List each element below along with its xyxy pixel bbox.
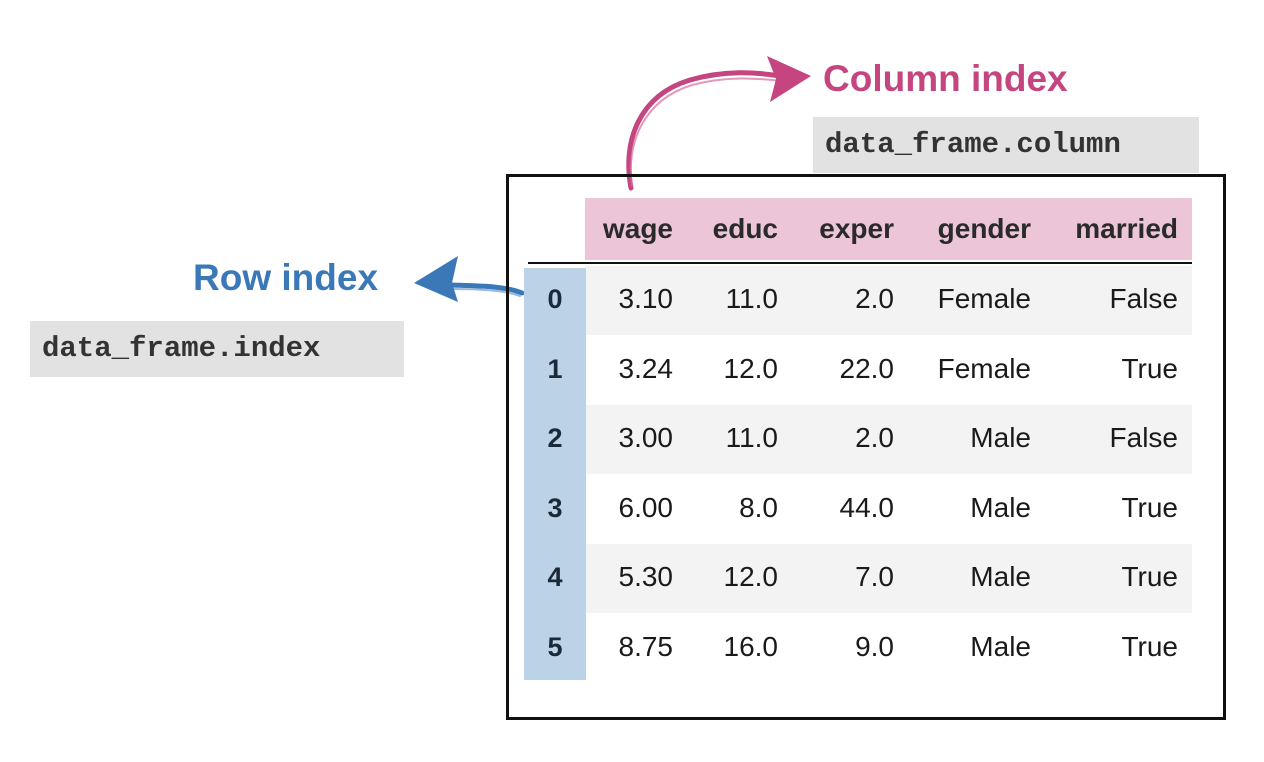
table-cell: 16.0 (723, 630, 779, 662)
table-cell: 11.0 (725, 422, 778, 453)
table-cell: 2.0 (855, 422, 894, 453)
table-cell: Female (937, 283, 1031, 314)
row-index-code: data_frame.index (30, 321, 404, 377)
table-cell: True (1121, 561, 1178, 592)
column-index-code: data_frame.column (813, 117, 1199, 173)
table-cell: Male (970, 630, 1031, 662)
column-header: married (1075, 213, 1178, 244)
column-header: gender (937, 213, 1031, 244)
table-cell: False (1109, 422, 1178, 453)
row-index-value: 1 (547, 353, 563, 384)
table-cell: 2.0 (855, 283, 894, 314)
table-cell: 5.30 (618, 561, 674, 592)
dataframe-frame (506, 174, 1226, 720)
table-cell: 3.10 (618, 283, 674, 314)
table-cell: Male (970, 422, 1031, 453)
table-row-stripe (586, 266, 1192, 335)
table-cell: 6.00 (618, 491, 674, 523)
row-index-value: 5 (547, 631, 563, 662)
table-cell: 9.0 (855, 630, 894, 662)
row-index-band (524, 268, 586, 680)
row-index-value: 0 (547, 284, 563, 314)
column-header: exper (819, 213, 894, 244)
table-cell: Male (970, 561, 1031, 592)
row-index-arrow (414, 256, 525, 302)
column-index-label: Column index (823, 58, 1068, 99)
table-cell: 7.0 (855, 561, 894, 592)
table-cell: 3.24 (618, 352, 674, 384)
column-header: educ (712, 213, 778, 244)
table-cell: 22.0 (839, 352, 895, 384)
header-rule (528, 262, 1192, 264)
table-row-stripe (586, 405, 1192, 474)
table-cell: 44.0 (839, 491, 895, 523)
row-index-value: 2 (547, 423, 563, 453)
table-cell: 3.00 (618, 422, 674, 453)
row-index-label: Row index (193, 257, 379, 298)
table-cell: Male (970, 491, 1031, 523)
table-cell: True (1121, 630, 1178, 662)
table-cell: Female (937, 352, 1031, 384)
table-row-stripe (586, 544, 1192, 613)
table-cell: True (1121, 491, 1178, 523)
row-index-value: 4 (547, 562, 563, 592)
table-cell: 11.0 (725, 283, 778, 314)
column-header-band (585, 198, 1192, 260)
table-cell: 12.0 (723, 561, 779, 592)
table-cell: False (1109, 283, 1178, 314)
table-cell: 8.0 (739, 491, 778, 523)
column-header: wage (602, 213, 673, 244)
column-index-arrow (626, 56, 811, 191)
row-index-value: 3 (547, 492, 563, 523)
table-cell: 8.75 (618, 630, 674, 662)
table-cell: 12.0 (723, 352, 779, 384)
table-cell: True (1121, 352, 1178, 384)
